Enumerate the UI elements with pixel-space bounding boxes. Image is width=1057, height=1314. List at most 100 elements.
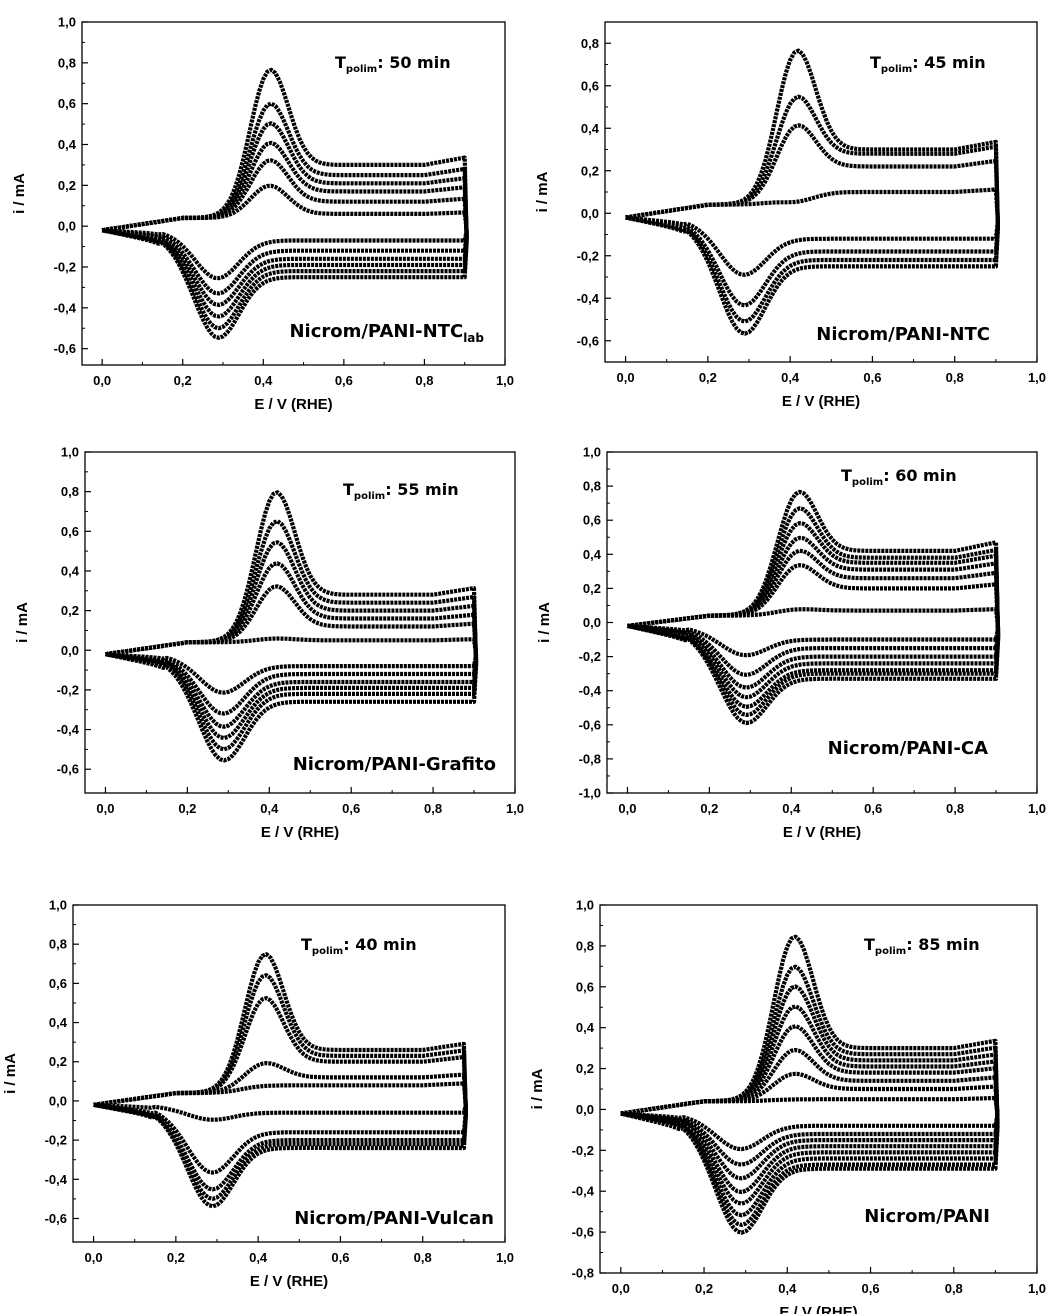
x-tick-label: 1,0 [496,373,514,388]
x-tick-label: 0,6 [861,1281,879,1296]
y-tick-label: -0,6 [577,333,599,348]
y-tick-label: -0,8 [572,1266,594,1281]
y-tick-label: 0,4 [49,1015,68,1030]
plot-frame [81,21,506,366]
x-tick-label: 0,8 [945,1281,963,1296]
y-tick-label: -1,0 [579,786,601,801]
y-tick-label: 0,6 [58,96,76,111]
y-tick-label: 0,6 [581,78,599,93]
plot-frame [84,451,516,794]
y-tick-label: -0,8 [579,751,601,766]
chart-panel-5: 0,0 0,2 0,4 0,6 0,8 1,0 -0,6 -0,4 -0,2 0,0 0,2 0,4 0… [2,898,514,1291]
y-tick-label: 0,6 [49,976,67,991]
electrode-label: Nicrom/PANI-CA [828,738,988,759]
x-tick-label: 0,6 [342,801,360,816]
y-axis-label: i / mA [536,602,553,643]
electrode-label: Nicrom/PANI-NTClab [289,321,484,345]
y-tick-label: 0,0 [581,206,599,221]
x-tick-label: 0,8 [946,370,964,385]
polymerization-time-annotation: Tpolim: 60 min [841,466,957,488]
x-tick-label: 0,8 [946,801,964,816]
x-tick-label: 0,8 [424,801,442,816]
chart-panel-1: 0,0 0,2 0,4 0,6 0,8 1,0 -0,6 -0,4 -0,2 0,0 0,2 0,4 0… [11,15,514,414]
chart-panel-3: 0,0 0,2 0,4 0,6 0,8 1,0 -0,6 -0,4 -0,2 0,0 0,2 0,4 0… [14,445,524,842]
cv-cycle-curve [93,973,468,1201]
y-tick-label: -0,4 [579,683,602,698]
y-tick-label: 0,8 [58,55,76,70]
x-tick-label: 0,6 [335,373,353,388]
x-axis-label: E / V (RHE) [782,393,860,410]
polymerization-time-annotation: Tpolim: 45 min [870,53,986,75]
y-tick-label: -0,6 [45,1211,67,1226]
y-tick-label: 0,8 [61,484,79,499]
y-tick-label: 0,0 [576,1102,594,1117]
y-tick-label: 0,2 [583,581,601,596]
electrode-label: Nicrom/PANI-NTC [816,324,990,345]
x-tick-label: 0,2 [695,1281,713,1296]
x-tick-label: 0,8 [415,373,433,388]
electrode-label: Nicrom/PANI [864,1206,990,1227]
x-tick-label: 0,6 [863,370,881,385]
x-axis-label: E / V (RHE) [261,824,339,841]
x-axis-label: E / V (RHE) [250,1273,328,1290]
x-tick-label: 0,4 [254,373,273,388]
x-tick-label: 1,0 [1028,801,1046,816]
cv-cycle-curve [101,140,469,307]
y-tick-label: -0,2 [45,1133,67,1148]
y-tick-label: 1,0 [576,898,594,913]
cv-cycle-curve [101,67,469,340]
y-tick-label: 0,2 [49,1054,67,1069]
cv-cycle-curve [93,996,468,1192]
x-tick-label: 1,0 [506,801,524,816]
polymerization-time-annotation: Tpolim: 85 min [864,935,980,957]
y-tick-label: -0,2 [577,248,599,263]
y-tick-label: 0,4 [61,563,80,578]
y-tick-label: -0,6 [579,717,601,732]
y-axis-label: i / mA [534,171,551,212]
y-tick-label: 0,0 [583,615,601,630]
y-tick-label: 0,6 [61,524,79,539]
cv-cycle-curve [620,1071,1000,1167]
chart-panel-2: 0,0 0,2 0,4 0,6 0,8 1,0 -0,6 -0,4 -0,2 0,0 0,2 0,4 0… [534,21,1046,410]
y-tick-label: -0,4 [572,1184,595,1199]
y-tick-label: 0,4 [576,1020,595,1035]
x-tick-label: 1,0 [1028,1281,1046,1296]
chart-panel-4: 0,0 0,2 0,4 0,6 0,8 1,0 -1,0 -0,8 -0,6 -0,4 -0,2 0,… [536,445,1046,842]
x-tick-label: 0,2 [167,1250,185,1265]
x-tick-label: 0,6 [864,801,882,816]
x-tick-label: 0,4 [778,1281,797,1296]
y-tick-label: -0,6 [54,341,76,356]
y-tick-label: 0,4 [58,137,77,152]
y-tick-label: 0,8 [581,36,599,51]
y-axis-label: i / mA [2,1053,19,1094]
y-axis-label: i / mA [529,1068,546,1109]
plot-frame [72,904,506,1243]
y-tick-label: 1,0 [583,445,601,460]
y-tick-label: -0,2 [579,649,601,664]
y-tick-label: 0,2 [58,178,76,193]
x-tick-label: 0,4 [782,801,801,816]
x-tick-label: 0,8 [414,1250,432,1265]
cv-cycle-curve [93,952,468,1209]
chart-panel-6: 0,0 0,2 0,4 0,6 0,8 1,0 -0,8 -0,6 -0,4 -0,2 0,0 0,2… [529,898,1046,1314]
y-tick-label: 0,2 [576,1061,594,1076]
x-tick-label: 0,0 [85,1250,103,1265]
y-tick-label: 0,8 [583,479,601,494]
electrode-label: Nicrom/PANI-Grafito [293,754,496,775]
x-tick-label: 0,6 [331,1250,349,1265]
x-tick-label: 0,0 [96,801,114,816]
y-tick-label: -0,4 [54,300,77,315]
polymerization-time-annotation: Tpolim: 55 min [343,480,459,502]
polymerization-time-annotation: Tpolim: 50 min [335,53,451,75]
y-tick-label: 0,2 [581,163,599,178]
y-tick-label: 0,0 [49,1093,67,1108]
y-tick-label: -0,6 [57,762,79,777]
x-tick-label: 0,0 [612,1281,630,1296]
x-tick-label: 0,4 [249,1250,268,1265]
cv-cycle-curve [627,489,1001,726]
y-tick-label: 0,6 [583,513,601,528]
y-tick-label: 1,0 [61,445,79,460]
y-tick-label: 1,0 [49,898,67,913]
x-tick-label: 0,0 [618,801,636,816]
